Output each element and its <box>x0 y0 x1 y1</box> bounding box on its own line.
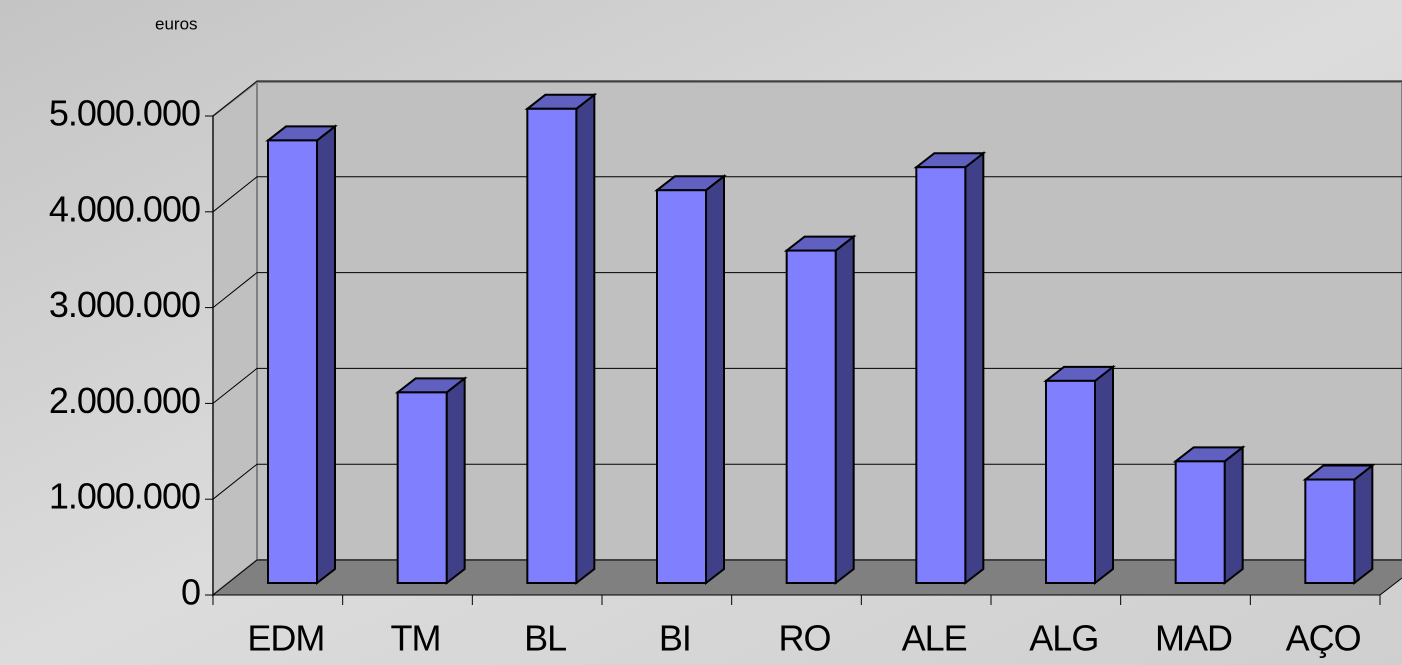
y-tick-label: 4.000.000 <box>49 188 200 229</box>
grid-line <box>212 272 1402 308</box>
x-tick-label: ALG <box>1029 618 1098 659</box>
side-wall <box>212 79 258 598</box>
bar <box>1045 379 1096 584</box>
x-tick-label: EDM <box>247 618 324 659</box>
y-tick-label: 5.000.000 <box>49 93 200 134</box>
bar <box>915 166 967 584</box>
x-tick-label: BI <box>659 618 691 659</box>
bar-side <box>575 92 596 586</box>
bar <box>1174 460 1226 585</box>
x-tick-label: ALE <box>902 618 967 659</box>
y-tick-label: 1.000.000 <box>49 476 200 517</box>
bar-side <box>964 151 985 586</box>
bar <box>656 189 707 584</box>
bar <box>396 391 448 584</box>
bar-side <box>1223 445 1244 586</box>
grid-line <box>212 559 1402 596</box>
bar-side <box>1094 364 1114 586</box>
x-tick-label: RO <box>779 618 831 659</box>
grid-line <box>212 80 1402 117</box>
bar <box>267 139 318 585</box>
bar-side <box>316 124 336 586</box>
y-tick-label: 0 <box>181 572 200 613</box>
bar-side <box>705 174 725 586</box>
x-tick-label: BL <box>524 618 566 659</box>
grid-line <box>212 367 1402 404</box>
x-tick-label: AÇO <box>1286 618 1361 659</box>
x-axis-depth <box>1379 577 1402 596</box>
y-axis-title: euros <box>155 14 198 33</box>
x-tick-label: TM <box>391 618 441 659</box>
bar-side <box>1353 463 1374 586</box>
bar <box>526 107 578 584</box>
bar <box>785 249 837 584</box>
grid-line <box>212 176 1402 213</box>
grid-line <box>212 463 1402 500</box>
y-tick-label: 2.000.000 <box>49 380 200 421</box>
bar-side <box>834 234 855 586</box>
bar <box>1304 478 1356 585</box>
y-tick-label: 3.000.000 <box>49 284 200 325</box>
bar-side <box>445 376 466 586</box>
x-tick-label: MAD <box>1155 618 1232 659</box>
